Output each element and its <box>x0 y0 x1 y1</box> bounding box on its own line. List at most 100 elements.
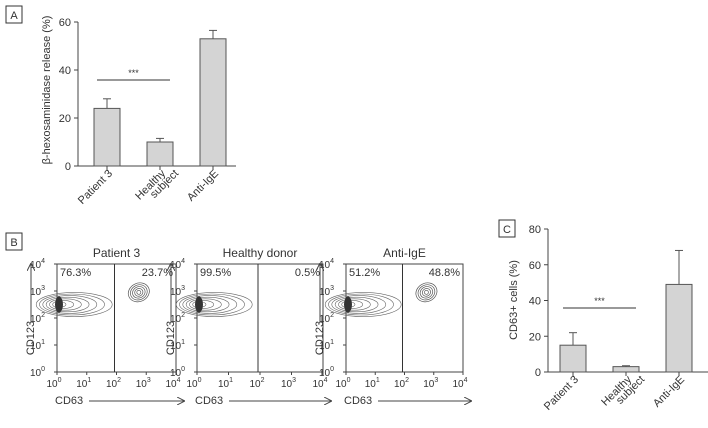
right-gate-percentage: 23.7% <box>142 267 173 279</box>
panel-a: A β-hexosaminidase release (%) 0 20 40 60 Pa… <box>5 5 236 207</box>
contour-right <box>424 290 429 295</box>
contour-left <box>328 293 394 316</box>
x-tick-label: 102 <box>106 377 121 390</box>
contour-left <box>185 296 230 313</box>
panel-label-a-box <box>5 5 23 24</box>
contour-right <box>417 284 436 301</box>
x-tick-label: 103 <box>423 377 438 390</box>
x-tick-label: Anti-IgE <box>651 374 687 410</box>
y-tick-label: 80 <box>529 224 541 236</box>
y-tick-label: 20 <box>59 113 71 125</box>
contour-right <box>136 290 142 295</box>
x-tick-label: Patient 3 <box>542 374 581 413</box>
contour-left <box>331 295 387 314</box>
y-tick-label: 100 <box>319 366 334 379</box>
y-tick-label: 40 <box>529 296 541 308</box>
contour-left <box>338 298 371 311</box>
contour-left <box>324 292 402 317</box>
x-tick-label: 101 <box>218 377 233 390</box>
y-tick-label: 103 <box>170 285 185 298</box>
x-tick-label: 101 <box>76 377 91 390</box>
y-tick-label: 100 <box>30 366 45 379</box>
contour-right <box>134 288 144 297</box>
left-gate-percentage: 76.3% <box>60 267 91 279</box>
y-tick-label: 20 <box>529 331 541 343</box>
x-tick-label: 103 <box>281 377 296 390</box>
flow-cytometry-plots: Patient 376.3% 23.7%100100101101102102103… <box>25 246 471 407</box>
significance-label: *** <box>594 296 605 306</box>
contour-left <box>179 293 245 316</box>
contour-left <box>192 300 214 309</box>
contour-left <box>35 292 113 317</box>
bar <box>146 141 174 167</box>
contour-left <box>341 300 364 309</box>
bar <box>665 283 693 373</box>
x-axis-label: CD63 <box>195 395 223 407</box>
x-tick-label: 100 <box>186 377 201 390</box>
y-axis-label: CD123 <box>314 321 326 355</box>
contour-right <box>419 286 434 299</box>
x-tick-label: 102 <box>394 377 409 390</box>
y-tick-label: 100 <box>170 366 185 379</box>
x-tick-label: Patient 3 <box>76 168 115 207</box>
contour-right <box>132 286 146 299</box>
plot-frame <box>196 263 324 373</box>
contour-right <box>415 282 438 303</box>
contour-left-core <box>195 296 203 313</box>
contour-left <box>45 296 90 313</box>
contour-right <box>127 282 150 303</box>
y-tick-label: 60 <box>59 17 71 29</box>
y-tick-label: 103 <box>319 285 334 298</box>
y-tick-label: 104 <box>170 258 185 271</box>
contour-right <box>130 284 148 301</box>
y-tick-label: 103 <box>30 285 45 298</box>
flow-plot: Patient 376.3% 23.7%100100101101102102103… <box>25 246 184 407</box>
y-axis-label: CD123 <box>165 321 177 355</box>
left-gate-percentage: 51.2% <box>349 267 380 279</box>
x-tick-label: Anti-IgE <box>185 168 221 204</box>
x-tick-label: 104 <box>452 377 467 390</box>
x-tick-label: 103 <box>136 377 151 390</box>
left-gate-percentage: 99.5% <box>200 267 231 279</box>
contour-left <box>334 296 379 313</box>
right-gate-percentage: 0.5% <box>295 267 320 279</box>
x-tick-label: 101 <box>365 377 380 390</box>
y-tick-label: 0 <box>65 161 71 173</box>
flow-plot-title: Anti-IgE <box>383 246 426 260</box>
flow-plot-title: Healthy donor <box>223 246 298 260</box>
panel-label-b-box <box>5 232 23 251</box>
bar <box>199 38 227 167</box>
right-gate-percentage: 48.8% <box>429 267 460 279</box>
plot-frame <box>56 263 177 373</box>
contour-left-core <box>344 296 352 313</box>
contour-left <box>39 293 105 316</box>
panel-label-a: A <box>10 10 18 22</box>
significance-label: *** <box>128 68 139 78</box>
contour-left <box>49 298 82 311</box>
panel-label-b: B <box>10 237 17 249</box>
contour-left <box>175 292 253 317</box>
bar <box>559 344 587 373</box>
y-tick-label: 40 <box>59 65 71 77</box>
contour-left-core <box>55 296 63 313</box>
contour-left <box>52 300 75 309</box>
x-axis-label: CD63 <box>344 395 372 407</box>
x-tick-label: 100 <box>335 377 350 390</box>
panel-label-c: C <box>503 224 511 236</box>
contour-left <box>42 295 98 314</box>
panel-label-c-box <box>498 219 516 238</box>
y-axis-label-c: CD63+ cells (%) <box>508 260 520 340</box>
y-tick-label: 104 <box>30 258 45 271</box>
y-tick-label: 60 <box>529 260 541 272</box>
contour-left <box>182 295 238 314</box>
x-tick-label: 100 <box>46 377 61 390</box>
y-tick-label: 104 <box>319 258 334 271</box>
panel-b: B Patient 376.3% 23.7%1001001011011021021… <box>5 232 471 407</box>
contour-left <box>189 298 222 311</box>
x-axis-label: CD63 <box>55 395 83 407</box>
